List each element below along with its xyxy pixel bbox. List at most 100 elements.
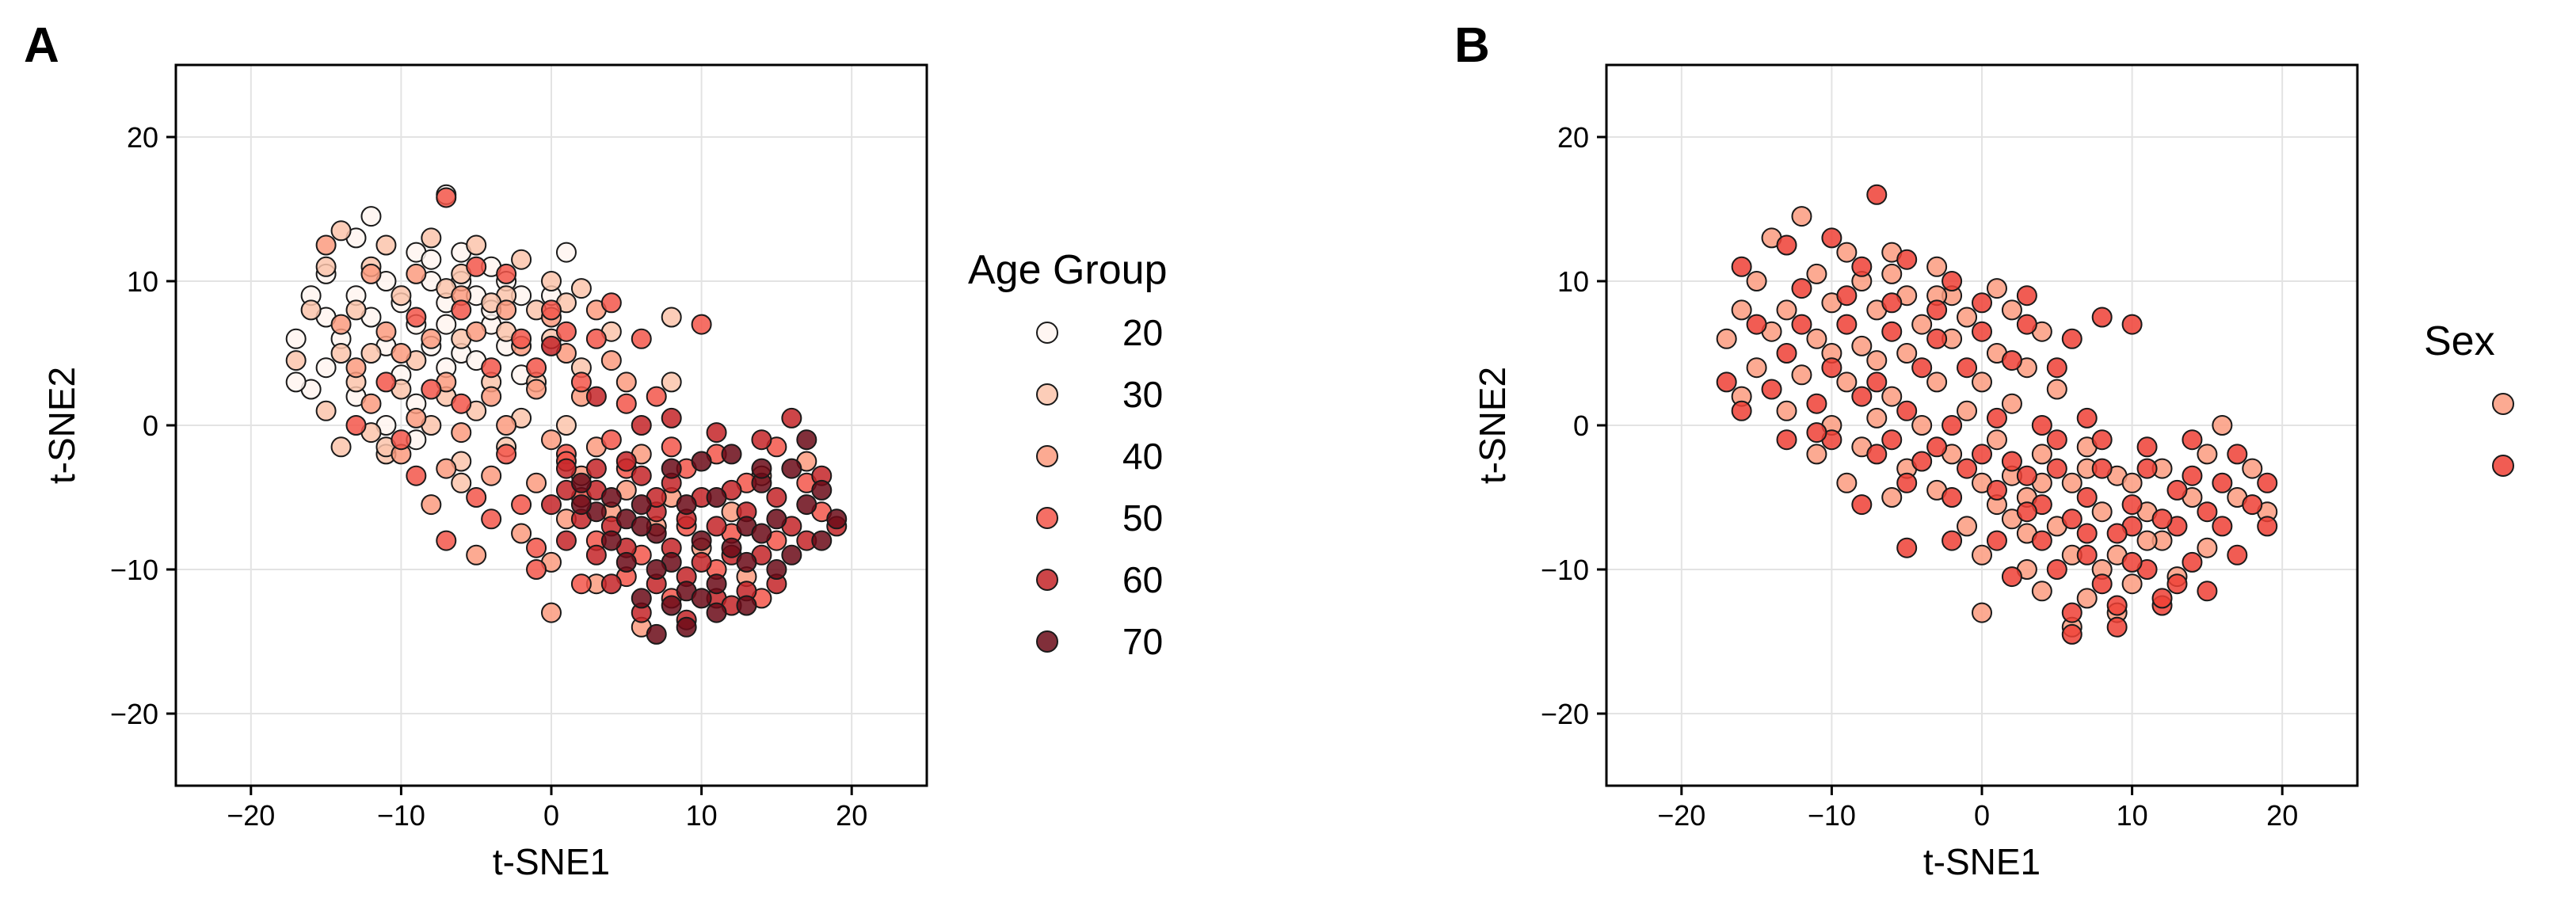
x-tick-label: −20 xyxy=(227,799,275,832)
data-point xyxy=(330,314,352,335)
data-point xyxy=(1776,429,1797,451)
x-tick-label: −20 xyxy=(1657,799,1705,832)
data-point xyxy=(555,458,577,479)
data-point xyxy=(1881,263,1903,284)
data-point xyxy=(1896,400,1918,421)
data-point xyxy=(511,328,532,349)
data-point xyxy=(2061,508,2083,530)
data-point xyxy=(285,371,307,393)
data-point xyxy=(570,573,592,595)
x-tick-label: −10 xyxy=(1808,799,1856,832)
data-point xyxy=(511,494,532,516)
data-point xyxy=(1896,472,1918,493)
data-point xyxy=(2001,566,2022,588)
data-point xyxy=(706,573,727,595)
data-point xyxy=(2242,458,2263,479)
data-point xyxy=(496,299,517,321)
data-point xyxy=(676,494,697,516)
data-point xyxy=(2016,501,2037,523)
data-point xyxy=(375,371,397,393)
data-point xyxy=(2121,573,2143,595)
data-point xyxy=(600,350,622,371)
data-point xyxy=(1746,314,1767,335)
legend-title-a: Age Group xyxy=(968,247,1168,293)
data-point xyxy=(466,487,487,508)
data-point xyxy=(421,379,442,400)
legend-label: 60 xyxy=(1122,559,1163,600)
data-point xyxy=(436,314,457,335)
data-point xyxy=(600,573,622,595)
data-point xyxy=(751,523,772,544)
data-point xyxy=(2151,588,2173,609)
data-point xyxy=(661,595,682,616)
data-point xyxy=(345,299,367,321)
data-point xyxy=(1866,371,1888,393)
data-point xyxy=(1911,415,1933,436)
data-point xyxy=(1957,458,1978,479)
data-point xyxy=(1851,494,1873,516)
data-point xyxy=(360,343,382,364)
x-tick-label: 10 xyxy=(686,799,718,832)
data-point xyxy=(2061,602,2083,623)
data-point xyxy=(585,328,607,349)
data-point xyxy=(1776,234,1797,256)
panel-a: A −20 −10 0 10 20 −20 −10 0 10 20 t-SNE1 t-SNE2 A… xyxy=(24,18,1168,882)
data-point xyxy=(2106,616,2128,638)
data-point xyxy=(555,415,577,436)
data-point xyxy=(661,307,682,328)
x-axis-title-a: t-SNE1 xyxy=(493,841,610,882)
data-point xyxy=(466,234,487,256)
data-point xyxy=(1972,321,1992,342)
data-point xyxy=(315,400,337,421)
data-point xyxy=(1896,343,1918,364)
data-point xyxy=(2212,516,2233,537)
data-point xyxy=(721,537,742,558)
data-point xyxy=(436,458,457,479)
data-point xyxy=(2212,415,2233,436)
legend-a: Age Group 20 30 40 50 60 70 xyxy=(968,247,1168,662)
data-point xyxy=(2091,429,2113,451)
data-point xyxy=(736,551,757,573)
data-point xyxy=(2091,458,2113,479)
data-point xyxy=(1836,472,1858,493)
data-point xyxy=(691,551,712,573)
data-point xyxy=(751,429,772,451)
data-point xyxy=(406,307,427,328)
data-point xyxy=(631,328,652,349)
data-point xyxy=(1746,271,1767,291)
data-point xyxy=(315,234,337,256)
data-point xyxy=(781,458,802,479)
x-tick-label: 10 xyxy=(2117,799,2148,832)
data-point xyxy=(451,393,472,414)
y-tick-label: 10 xyxy=(1557,265,1589,298)
data-point xyxy=(1972,444,1992,465)
data-point xyxy=(1972,371,1992,393)
data-point xyxy=(1791,314,1812,335)
data-point xyxy=(1851,256,1873,277)
data-point xyxy=(615,451,637,472)
data-point xyxy=(2121,551,2143,573)
data-point xyxy=(691,314,712,335)
data-point xyxy=(526,379,547,400)
data-point xyxy=(706,422,727,444)
data-point xyxy=(1791,364,1812,386)
legend-b: Sex FM xyxy=(2424,318,2514,477)
x-tick-label: −10 xyxy=(377,799,425,832)
y-tick-label: 0 xyxy=(143,409,158,442)
data-point xyxy=(1746,357,1767,379)
data-point xyxy=(2016,285,2037,307)
data-point xyxy=(2046,357,2067,379)
data-point xyxy=(2091,501,2113,523)
grid-b xyxy=(1606,65,2357,786)
data-point xyxy=(646,386,667,407)
data-point xyxy=(2136,436,2158,458)
data-point xyxy=(2091,307,2113,328)
data-point xyxy=(2016,314,2037,335)
data-point xyxy=(1926,256,1948,277)
data-point xyxy=(570,494,592,516)
data-point xyxy=(2197,444,2218,465)
data-point xyxy=(406,465,427,486)
data-point xyxy=(345,357,367,379)
data-point xyxy=(1716,371,1737,393)
data-point xyxy=(691,588,712,609)
